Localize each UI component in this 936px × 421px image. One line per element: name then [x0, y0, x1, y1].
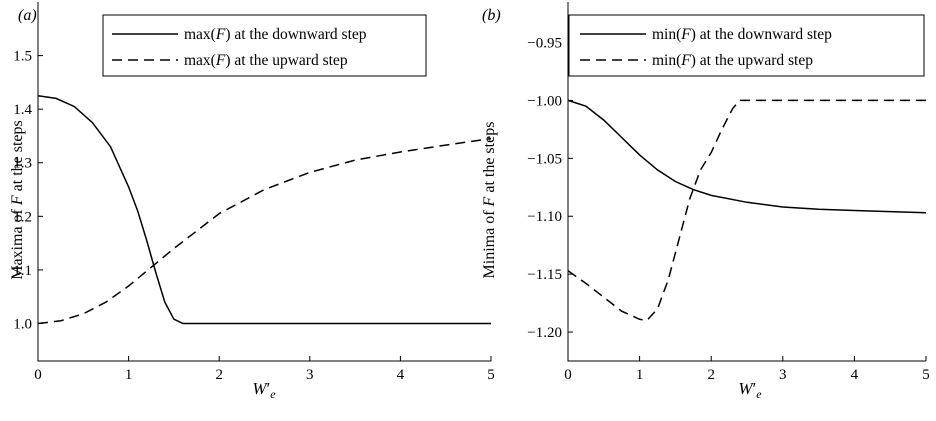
panel-b: (b) Minima of F at the steps W′e 0 1 2 3 4 5 −…	[481, 2, 930, 401]
x-tick-label-b-0: 0	[564, 367, 572, 383]
legend-b-entry-downward: min(F) at the downward step	[652, 26, 832, 43]
x-tick-label-b-2: 2	[707, 367, 715, 383]
y-tick-label-b-5: −0.95	[527, 36, 562, 52]
x-tick-label-a-0: 0	[34, 367, 42, 383]
legend-b: min(F) at the downward step min(F) at th…	[568, 14, 925, 77]
legend-b-entry-upward: min(F) at the upward step	[652, 52, 813, 69]
y-tick-label-a-4: 1.4	[13, 102, 32, 118]
x-tick-label-b-3: 3	[779, 367, 787, 383]
x-tick-label-a-5: 5	[487, 367, 495, 383]
legend-a-box	[102, 14, 427, 77]
panel-a-label: (a)	[18, 7, 37, 24]
legend-a-entry-downward: max(F) at the downward step	[184, 26, 367, 43]
panel-b-ylabel: Minima of F at the steps	[481, 122, 498, 279]
x-tick-label-b-5: 5	[922, 367, 930, 383]
legend-b-box	[568, 14, 925, 77]
panel-a-ylabel: Maxima of F at the steps	[9, 120, 26, 280]
y-tick-label-b-0: −1.20	[527, 325, 562, 341]
x-tick-label-a-2: 2	[215, 367, 223, 383]
series-a-upward	[37, 137, 492, 325]
plot-area-a: 0 1 2 3 4 5 1.0 1.1 1.2 1.3 1.4 1.5	[13, 2, 495, 383]
y-tick-label-a-1: 1.1	[13, 263, 32, 279]
series-b-upward	[567, 99, 926, 322]
y-tick-label-a-5: 1.5	[13, 49, 32, 65]
series-b-downward	[567, 99, 927, 214]
panel-a-xlabel: W′e	[252, 379, 276, 401]
legend-a: max(F) at the downward step max(F) at th…	[102, 14, 427, 77]
y-tick-label-b-3: −1.05	[527, 151, 562, 167]
plot-area-b: 0 1 2 3 4 5 −1.20 −1.15 −1.10 −1.05 −1.00 −0.95	[527, 2, 930, 383]
panel-b-xlabel: W′e	[738, 379, 762, 401]
panel-b-label: (b)	[482, 7, 501, 24]
x-tick-label-b-1: 1	[636, 367, 644, 383]
x-tick-label-a-4: 4	[397, 367, 405, 383]
y-tick-label-b-1: −1.15	[527, 267, 562, 283]
legend-a-entry-upward: max(F) at the upward step	[184, 52, 348, 69]
series-a-downward	[37, 95, 491, 325]
y-tick-label-a-2: 1.2	[13, 209, 32, 225]
y-tick-label-a-3: 1.3	[13, 156, 32, 172]
x-tick-label-a-1: 1	[125, 367, 133, 383]
panel-a: (a) Maxima of F at the steps W′e 0 1 2 3 4 5 1…	[9, 2, 495, 401]
x-tick-label-b-4: 4	[851, 367, 859, 383]
x-tick-label-a-3: 3	[306, 367, 314, 383]
y-tick-label-b-2: −1.10	[527, 209, 562, 225]
y-tick-label-b-4: −1.00	[527, 93, 562, 109]
y-tick-label-a-0: 1.0	[13, 316, 32, 332]
